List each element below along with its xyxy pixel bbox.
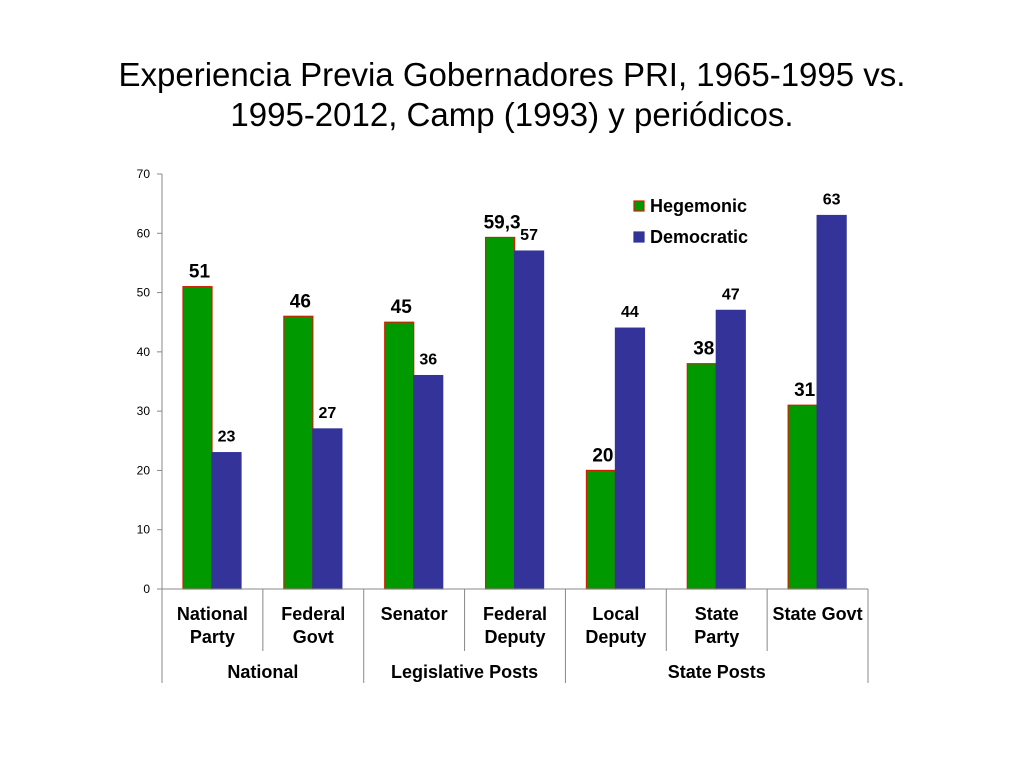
x-tick-label: National [177, 604, 248, 624]
data-label: 23 [218, 429, 236, 446]
group-label: State Posts [668, 662, 766, 682]
bar-democratic-0 [211, 452, 242, 590]
bar-democratic-5 [715, 309, 746, 590]
data-label: 27 [318, 405, 336, 422]
legend-label: Hegemonic [650, 196, 747, 216]
bar-hegemonic-2 [384, 321, 415, 590]
x-tick-label: Party [190, 627, 235, 647]
data-label: 38 [693, 339, 714, 360]
data-label: 63 [823, 192, 841, 209]
bar-democratic-6 [816, 214, 847, 590]
data-label: 46 [290, 291, 311, 312]
bar-democratic-2 [413, 374, 444, 590]
bar-hegemonic-0 [182, 286, 213, 590]
legend-swatch-hegemonic [633, 200, 645, 212]
x-tick-label: Deputy [585, 627, 646, 647]
data-label: 36 [419, 352, 437, 369]
data-label: 51 [189, 262, 211, 283]
x-tick-label: State [695, 604, 739, 624]
y-tick-label: 50 [137, 286, 151, 300]
group-label: Legislative Posts [391, 662, 538, 682]
x-tick-label: Senator [381, 604, 448, 624]
bar-democratic-1 [312, 428, 343, 590]
bar-hegemonic-5 [686, 363, 717, 590]
x-tick-label: Federal [483, 604, 547, 624]
x-tick-label: Govt [293, 627, 334, 647]
x-tick-label: State Govt [773, 604, 863, 624]
y-tick-label: 60 [137, 226, 151, 240]
x-tick-label: Party [694, 627, 739, 647]
y-tick-label: 40 [137, 345, 151, 359]
data-label: 57 [520, 227, 538, 244]
data-label: 20 [592, 445, 613, 466]
data-label: 47 [722, 286, 740, 303]
slide-title: Experiencia Previa Gobernadores PRI, 196… [0, 55, 1024, 135]
title-line-2: 1995-2012, Camp (1993) y periódicos. [230, 96, 794, 133]
x-tick-label: Federal [281, 604, 345, 624]
x-tick-label: Local [592, 604, 639, 624]
bar-hegemonic-1 [283, 315, 314, 590]
data-label: 31 [794, 380, 816, 401]
data-label: 59,3 [484, 212, 521, 233]
data-label: 45 [391, 297, 413, 318]
legend-swatch-democratic [633, 231, 645, 243]
bar-hegemonic-4 [585, 469, 617, 590]
legend-label: Democratic [650, 227, 748, 247]
bar-hegemonic-3 [484, 236, 516, 590]
y-tick-label: 10 [137, 523, 151, 537]
bar-democratic-4 [614, 327, 646, 590]
title-line-1: Experiencia Previa Gobernadores PRI, 196… [118, 56, 906, 93]
y-tick-label: 20 [137, 463, 151, 477]
group-label: National [227, 662, 298, 682]
x-tick-label: Deputy [484, 627, 545, 647]
y-tick-label: 70 [137, 167, 151, 181]
y-tick-label: 30 [137, 404, 151, 418]
bar-hegemonic-6 [787, 404, 818, 590]
bar-democratic-3 [513, 250, 545, 590]
y-tick-label: 0 [143, 582, 150, 596]
data-label: 44 [621, 304, 639, 321]
